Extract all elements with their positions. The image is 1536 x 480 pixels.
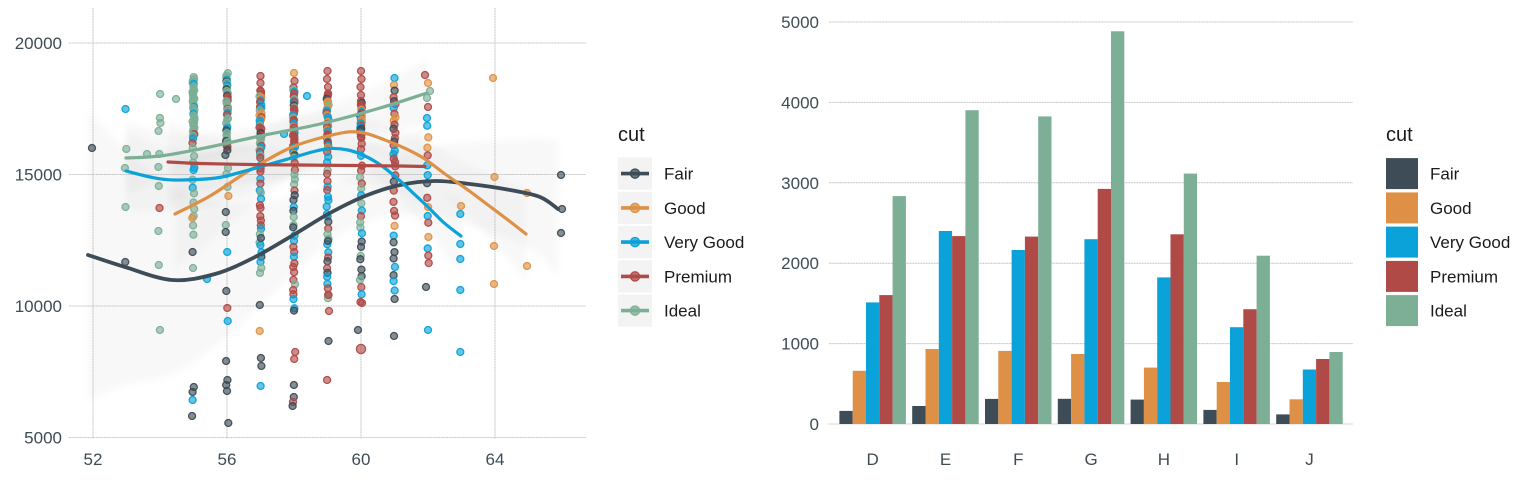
svg-text:4000: 4000 — [781, 93, 819, 112]
svg-text:I: I — [1234, 450, 1239, 469]
svg-text:Premium: Premium — [664, 267, 732, 286]
svg-text:Fair: Fair — [1430, 165, 1460, 184]
svg-text:5000: 5000 — [781, 13, 819, 32]
svg-text:Good: Good — [1430, 199, 1472, 218]
svg-text:15000: 15000 — [15, 166, 62, 185]
svg-text:2000: 2000 — [781, 254, 819, 273]
svg-text:cut: cut — [1386, 124, 1413, 146]
svg-text:J: J — [1305, 450, 1314, 469]
svg-text:G: G — [1084, 450, 1097, 469]
svg-text:52: 52 — [84, 450, 103, 469]
svg-text:3000: 3000 — [781, 174, 819, 193]
svg-text:Ideal: Ideal — [664, 302, 701, 321]
svg-text:56: 56 — [218, 450, 237, 469]
svg-text:60: 60 — [352, 450, 371, 469]
svg-text:10000: 10000 — [15, 297, 62, 316]
svg-text:D: D — [867, 450, 879, 469]
svg-text:Very Good: Very Good — [1430, 233, 1510, 252]
svg-text:Good: Good — [664, 199, 706, 218]
svg-text:cut: cut — [618, 124, 645, 146]
svg-text:F: F — [1013, 450, 1023, 469]
svg-text:64: 64 — [486, 450, 505, 469]
svg-text:Premium: Premium — [1430, 267, 1498, 286]
svg-text:5000: 5000 — [24, 429, 62, 448]
svg-text:Fair: Fair — [664, 165, 694, 184]
svg-text:20000: 20000 — [15, 34, 62, 53]
svg-text:1000: 1000 — [781, 335, 819, 354]
svg-text:E: E — [940, 450, 951, 469]
svg-text:Ideal: Ideal — [1430, 302, 1467, 321]
svg-text:Very Good: Very Good — [664, 233, 744, 252]
svg-text:H: H — [1158, 450, 1170, 469]
svg-text:0: 0 — [810, 415, 819, 434]
